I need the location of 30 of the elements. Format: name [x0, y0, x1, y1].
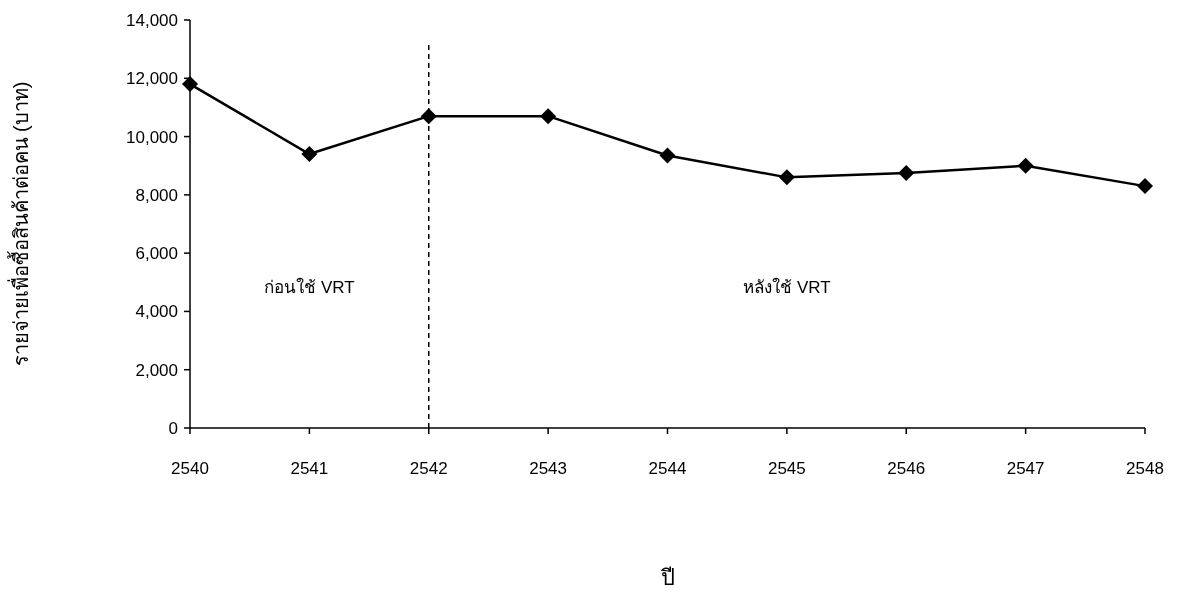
point — [420, 108, 437, 125]
y-tick-label: 10,000 — [126, 127, 178, 147]
x-tick-label: 2543 — [529, 459, 568, 478]
x-tick-label: 2544 — [648, 459, 687, 478]
x-tick-label: 2545 — [767, 459, 806, 478]
y-tick-label: 2,000 — [135, 360, 178, 380]
y-tick-label: 8,000 — [135, 185, 178, 205]
point — [182, 76, 198, 93]
x-tick-label: 2540 — [171, 459, 209, 478]
y-axis-title: รายจ่ายเพื่อซื้อสินค้าต่อคน (บาท) — [7, 81, 32, 367]
point — [1017, 157, 1034, 174]
point — [301, 146, 318, 163]
annotation: ก่อนใช้ VRT — [264, 277, 355, 298]
y-tick-label: 12,000 — [126, 69, 178, 89]
point — [898, 165, 915, 181]
y-tick-label: 0 — [168, 419, 178, 438]
x-tick-label: 2546 — [887, 459, 926, 478]
x-tick-label: 2548 — [1126, 459, 1164, 478]
x-tick-label: 2542 — [409, 459, 448, 478]
y-tick-label: 14,000 — [126, 11, 178, 30]
x-tick-label: 2541 — [290, 459, 329, 478]
x-tick-label: 2547 — [1006, 459, 1045, 478]
point — [778, 169, 795, 186]
point — [540, 108, 557, 125]
point — [1137, 178, 1153, 195]
y-tick-label: 6,000 — [135, 244, 178, 264]
point — [659, 147, 676, 164]
annotation: หลังใช้ VRT — [743, 277, 831, 298]
x-axis-title: ปี — [659, 565, 675, 590]
y-tick-label: 4,000 — [135, 302, 178, 322]
